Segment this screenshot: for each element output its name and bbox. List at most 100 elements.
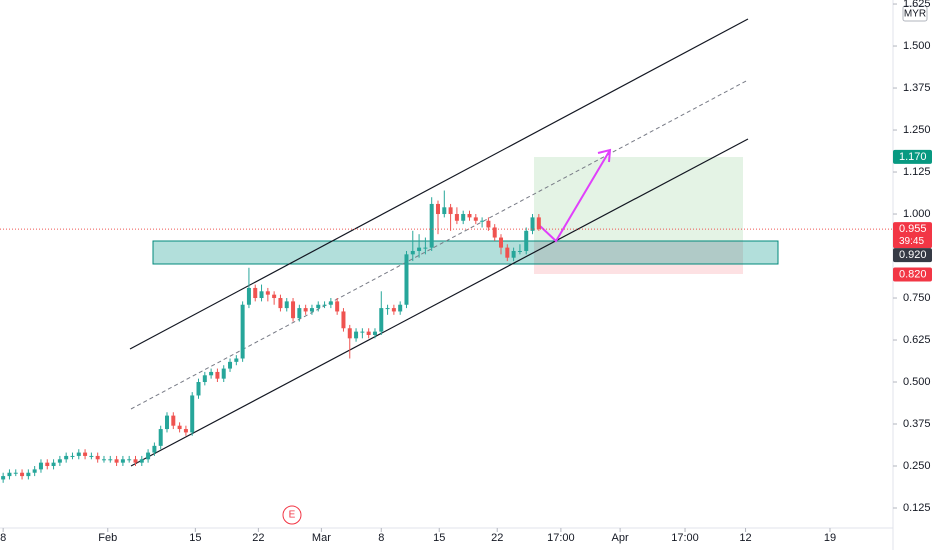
candle-body	[228, 361, 233, 369]
candle-body	[511, 250, 516, 258]
candle-body	[291, 301, 296, 319]
candle-body	[391, 308, 396, 312]
candle-body	[505, 247, 510, 258]
candle-body	[480, 220, 485, 222]
candle-body	[127, 459, 132, 461]
candle-body	[7, 472, 12, 477]
arrow-head	[597, 148, 612, 163]
target-zone	[534, 157, 743, 241]
candle-body	[234, 358, 239, 362]
candle-body	[467, 214, 472, 218]
candle-body	[13, 472, 18, 474]
event-marker[interactable]	[282, 505, 302, 525]
x-tick-label: Feb	[98, 532, 117, 544]
candle-body	[158, 429, 163, 446]
candle-body	[76, 452, 81, 456]
candle-body	[209, 371, 214, 376]
candle-body	[417, 247, 422, 251]
x-tick-label: 8	[378, 532, 384, 544]
candle-body	[335, 301, 340, 312]
candle-body	[435, 203, 440, 215]
candle-body	[404, 254, 409, 305]
candle-body	[499, 237, 504, 248]
y-tick-label: 0.625	[903, 334, 931, 346]
candle-body	[95, 455, 100, 460]
candle-body	[492, 227, 497, 238]
candle-body	[429, 203, 434, 248]
candle-body	[177, 425, 182, 430]
candle-body	[120, 459, 125, 463]
candle-body	[38, 462, 43, 470]
x-tick-label: 8	[0, 532, 6, 544]
candle-body	[190, 395, 195, 433]
candle-body	[165, 415, 170, 430]
y-tick-label: 1.625	[903, 0, 931, 10]
candle-body	[152, 445, 157, 453]
candle-body	[379, 308, 384, 332]
price-label-box	[893, 222, 932, 249]
price-label: 0.920	[899, 249, 927, 261]
candle-body	[341, 311, 346, 329]
candle-body	[171, 415, 176, 426]
candle-body	[354, 331, 359, 339]
candle-body	[486, 220, 491, 228]
candle-body	[278, 298, 283, 309]
x-tick-label: 17:00	[547, 532, 575, 544]
x-tick-label: 17:00	[671, 532, 699, 544]
candle-body	[246, 287, 251, 305]
currency-box	[902, 5, 928, 22]
candle-body	[454, 214, 459, 221]
x-tick-label: Mar	[312, 532, 331, 544]
candle-body	[70, 455, 75, 457]
x-tick-label: 22	[252, 532, 264, 544]
currency: MYR	[904, 9, 926, 20]
channel-upper	[129, 18, 749, 350]
candle-body	[448, 207, 453, 215]
countdown: 39:45	[899, 236, 924, 247]
channel-lower	[130, 138, 749, 467]
x-tick-label: 15	[189, 532, 201, 544]
price-label: 0.820	[899, 268, 927, 280]
candle-body	[410, 250, 415, 255]
y-tick-label: 0.375	[903, 418, 931, 430]
price-label-box	[893, 267, 932, 282]
candle-body	[360, 331, 365, 333]
y-tick-label: 1.375	[903, 82, 931, 94]
candle-body	[347, 328, 352, 339]
y-tick-label: 1.250	[903, 124, 931, 136]
y-tick-label: 0.500	[903, 376, 931, 388]
candle-body	[139, 459, 144, 463]
x-tick-label: 15	[433, 532, 445, 544]
price-label-box	[893, 149, 932, 164]
candle-body	[133, 459, 138, 463]
candle-body	[265, 291, 270, 295]
candle-body	[26, 472, 31, 477]
x-tick-label: 22	[491, 532, 503, 544]
channel-mid	[130, 79, 749, 410]
candle-body	[461, 214, 466, 221]
candle-body	[1, 476, 6, 480]
candle-body	[473, 217, 478, 221]
y-tick-label: 1.000	[903, 208, 931, 220]
candle-body	[303, 308, 308, 312]
forecast-arrow	[539, 149, 611, 243]
candle-body	[272, 294, 277, 299]
stop-zone	[534, 241, 743, 274]
candle-body	[284, 301, 289, 309]
candle-body	[366, 331, 371, 335]
candle-body	[316, 304, 321, 309]
candle-body	[183, 429, 188, 433]
candle-body	[253, 287, 258, 299]
y-tick-label: 1.125	[903, 166, 931, 178]
candle-body	[108, 459, 113, 461]
candle-body	[221, 368, 226, 379]
candle-body	[114, 459, 119, 463]
candle-body	[385, 308, 390, 310]
price-label-box	[893, 248, 932, 263]
candle-body	[45, 462, 50, 467]
candle-body	[83, 452, 88, 456]
event-label[interactable]: E	[289, 510, 296, 521]
y-tick-label: 0.250	[903, 460, 931, 472]
